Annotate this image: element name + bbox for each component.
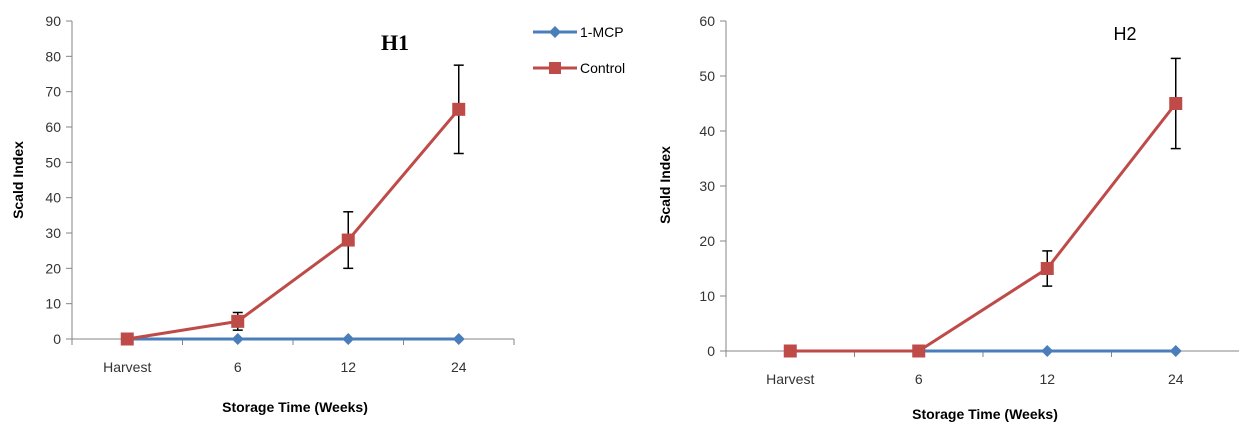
y-tick-label-h1: 60 [45,119,61,135]
chart-panel-h2: H2 Scald Index Storage Time (Weeks) 0 10 2… [657,13,1239,422]
y-tick-label-h2: 10 [699,288,715,304]
legend-marker-1-mcp [549,26,561,38]
y-axis-title-h2: Scald Index [657,146,673,224]
x-tick-label-h2: 24 [1168,371,1184,387]
legend: 1-MCP Control [533,24,625,76]
legend-item-control: Control [533,60,625,76]
x-tick-label-h2: Harvest [766,371,814,387]
y-tick-label-h1: 0 [53,331,61,347]
chart-title-h1: H1 [381,30,409,55]
data-point-control-h1 [231,314,245,328]
x-tick-label-h1: Harvest [103,359,151,375]
data-point-control-h1 [341,233,355,247]
x-axis-title-h1: Storage Time (Weeks) [222,399,368,415]
y-tick-label-h1: 30 [45,225,61,241]
y-tick-label-h1: 80 [45,48,61,64]
data-point-control-h1 [452,102,466,116]
y-tick-label-h1: 40 [45,190,61,206]
legend-item-1-mcp: 1-MCP [533,24,624,40]
x-tick-label-h1: 24 [451,359,467,375]
y-tick-label-h1: 20 [45,260,61,276]
y-tick-label-h1: 90 [45,13,61,29]
data-point-control-h2 [1040,262,1054,275]
x-tick-label-h1: 12 [340,359,356,375]
x-tick-label-h2: 12 [1039,371,1055,387]
x-axis-title-h2: Storage Time (Weeks) [912,406,1058,422]
y-tick-label-h1: 50 [45,154,61,170]
data-point-control-h2 [1169,97,1183,110]
series-line-control-h1 [127,108,460,341]
y-tick-label-h2: 30 [699,178,715,194]
legend-marker-control [549,62,561,74]
data-point-control-h1 [120,332,134,346]
series-line-control-h2 [790,102,1177,353]
data-point-1-mcp-h2 [1041,345,1054,357]
data-point-control-h2 [912,344,926,358]
y-axis-title-h1: Scald Index [10,141,26,219]
y-tick-label-h1: 70 [45,84,61,100]
legend-label-control: Control [580,60,625,76]
y-tick-label-h2: 0 [707,343,715,359]
chart-panel-h1: H1 Scald Index Storage Time (Weeks) 0 10 2… [10,13,515,415]
data-point-1-mcp-h1 [231,333,244,345]
x-tick-label-h1: 6 [234,359,242,375]
data-point-1-mcp-h2 [1169,345,1182,357]
data-point-control-h2 [783,344,797,358]
y-tick-label-h2: 20 [699,233,715,249]
legend-label-1-mcp: 1-MCP [580,24,624,40]
data-point-1-mcp-h1 [342,333,355,345]
y-tick-label-h2: 60 [699,13,715,29]
data-point-1-mcp-h1 [452,333,465,345]
y-tick-label-h2: 40 [699,123,715,139]
y-tick-label-h1: 10 [45,296,61,312]
y-tick-label-h2: 50 [699,68,715,84]
x-tick-label-h2: 6 [915,371,923,387]
chart-title-h2: H2 [1113,24,1136,44]
